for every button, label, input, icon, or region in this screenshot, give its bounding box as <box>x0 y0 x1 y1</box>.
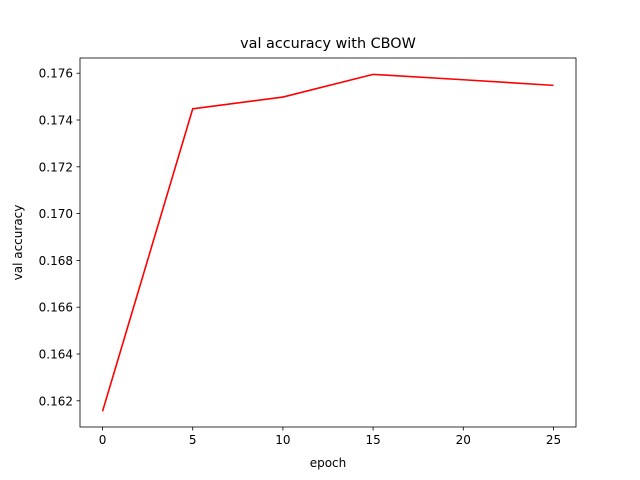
plot-frame <box>79 57 577 428</box>
x-tick-label: 15 <box>365 433 380 447</box>
y-tick-label: 0.166 <box>39 301 73 315</box>
x-axis-ticks: 0 5 10 15 20 25 <box>99 427 561 447</box>
x-tick-label: 0 <box>99 433 107 447</box>
y-tick-label: 0.174 <box>39 114 73 128</box>
x-tick-label: 25 <box>546 433 561 447</box>
y-tick-label: 0.168 <box>39 254 73 268</box>
chart-title: val accuracy with CBOW <box>240 36 416 52</box>
y-tick-label: 0.164 <box>39 347 73 361</box>
x-tick-label: 5 <box>189 433 197 447</box>
series-line <box>101 73 554 412</box>
y-tick-label: 0.170 <box>39 207 73 221</box>
y-axis-ticks: 0.162 0.164 0.166 0.168 0.170 0.172 0.174 0.176 <box>39 67 80 408</box>
y-axis-label: val accuracy <box>11 205 25 281</box>
x-axis-label: epoch <box>310 456 347 470</box>
x-tick-label: 10 <box>275 433 290 447</box>
y-tick-label: 0.162 <box>39 394 73 408</box>
x-tick-label: 20 <box>456 433 471 447</box>
y-tick-label: 0.172 <box>39 160 73 174</box>
y-tick-label: 0.176 <box>39 67 73 81</box>
